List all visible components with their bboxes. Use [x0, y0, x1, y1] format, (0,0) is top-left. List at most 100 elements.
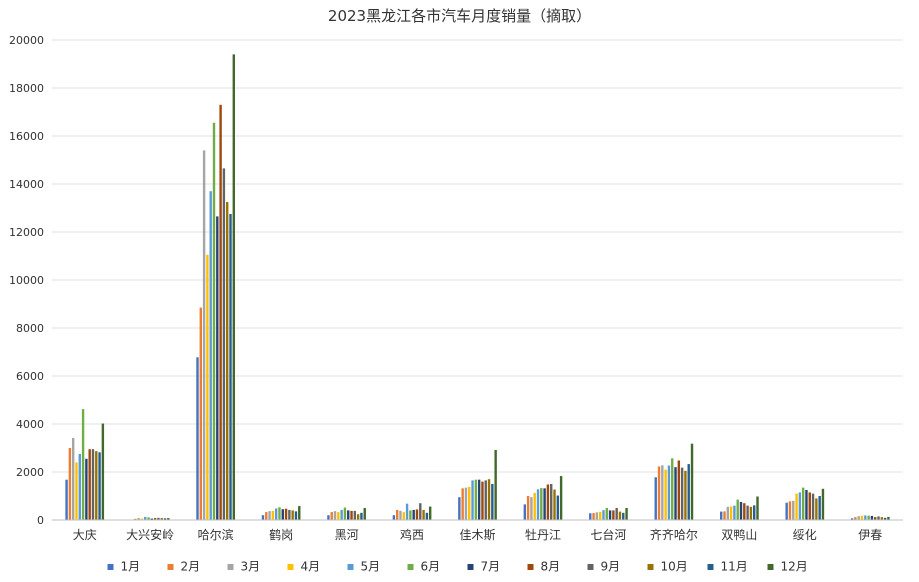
- bar[interactable]: [134, 518, 137, 520]
- bar[interactable]: [229, 214, 232, 520]
- bar[interactable]: [818, 496, 821, 520]
- bar[interactable]: [415, 509, 419, 520]
- bar[interactable]: [395, 509, 399, 520]
- bar[interactable]: [785, 502, 788, 520]
- bar[interactable]: [65, 479, 68, 520]
- bar[interactable]: [860, 515, 864, 520]
- bar[interactable]: [405, 503, 409, 520]
- bar[interactable]: [281, 509, 284, 520]
- bar[interactable]: [392, 515, 396, 520]
- bar[interactable]: [801, 487, 805, 520]
- bar[interactable]: [153, 518, 157, 520]
- legend-item[interactable]: 6月: [407, 560, 441, 574]
- bar[interactable]: [481, 481, 484, 520]
- bar[interactable]: [209, 191, 212, 520]
- bar[interactable]: [160, 518, 163, 520]
- bar[interactable]: [723, 511, 726, 520]
- bar[interactable]: [815, 498, 818, 520]
- bar[interactable]: [458, 497, 461, 520]
- bar[interactable]: [95, 451, 98, 520]
- bar[interactable]: [226, 202, 229, 520]
- bar[interactable]: [337, 512, 340, 520]
- bar[interactable]: [854, 517, 857, 520]
- bar[interactable]: [163, 518, 167, 520]
- bar[interactable]: [199, 307, 202, 520]
- bar[interactable]: [422, 509, 425, 520]
- bar[interactable]: [268, 511, 271, 520]
- bar[interactable]: [202, 150, 206, 520]
- legend-item[interactable]: 10月: [647, 560, 688, 574]
- bar[interactable]: [464, 487, 468, 520]
- bar[interactable]: [530, 497, 533, 520]
- bar[interactable]: [274, 508, 278, 520]
- bar[interactable]: [526, 496, 530, 520]
- bar[interactable]: [622, 512, 625, 520]
- bar[interactable]: [877, 516, 880, 520]
- bar[interactable]: [157, 517, 160, 520]
- bar[interactable]: [340, 509, 343, 520]
- bar[interactable]: [491, 484, 494, 520]
- bar[interactable]: [857, 516, 860, 520]
- legend-item[interactable]: 3月: [227, 560, 261, 574]
- bar[interactable]: [546, 484, 550, 520]
- bar[interactable]: [684, 470, 687, 520]
- bar[interactable]: [811, 493, 815, 520]
- bar[interactable]: [667, 465, 671, 520]
- bar[interactable]: [284, 508, 288, 520]
- bar[interactable]: [795, 493, 798, 520]
- bar[interactable]: [402, 512, 405, 520]
- bar[interactable]: [739, 502, 743, 520]
- bar[interactable]: [88, 449, 91, 520]
- bar[interactable]: [71, 437, 75, 520]
- bar[interactable]: [147, 517, 150, 520]
- bar[interactable]: [216, 216, 219, 520]
- bar[interactable]: [271, 510, 275, 520]
- bar[interactable]: [736, 499, 739, 520]
- bar[interactable]: [753, 505, 756, 520]
- bar[interactable]: [294, 511, 298, 520]
- bar[interactable]: [222, 168, 226, 520]
- bar[interactable]: [144, 516, 147, 520]
- bar[interactable]: [805, 490, 808, 520]
- bar[interactable]: [883, 517, 887, 520]
- bar[interactable]: [212, 122, 216, 521]
- bar[interactable]: [559, 476, 563, 520]
- bar[interactable]: [687, 464, 690, 520]
- bar[interactable]: [540, 488, 543, 520]
- bar[interactable]: [661, 465, 664, 520]
- bar[interactable]: [536, 489, 540, 520]
- bar[interactable]: [798, 492, 802, 520]
- bar[interactable]: [674, 467, 677, 520]
- bar[interactable]: [409, 510, 412, 520]
- bar[interactable]: [726, 506, 729, 520]
- bar[interactable]: [589, 513, 592, 520]
- bar[interactable]: [743, 503, 746, 520]
- legend-item[interactable]: 1月: [107, 560, 141, 574]
- legend-item[interactable]: 7月: [467, 560, 501, 574]
- bar[interactable]: [870, 515, 874, 520]
- bar[interactable]: [419, 503, 422, 520]
- bar[interactable]: [749, 506, 753, 520]
- bar[interactable]: [68, 448, 72, 520]
- legend-item[interactable]: 11月: [707, 560, 748, 574]
- bar[interactable]: [612, 510, 615, 520]
- bar[interactable]: [461, 488, 464, 520]
- bar[interactable]: [494, 449, 497, 520]
- bar[interactable]: [677, 460, 681, 520]
- bar[interactable]: [608, 510, 612, 520]
- bar[interactable]: [91, 449, 95, 520]
- bar[interactable]: [867, 515, 870, 520]
- bar[interactable]: [874, 517, 877, 520]
- bar[interactable]: [654, 477, 657, 520]
- bar[interactable]: [399, 510, 402, 520]
- bar[interactable]: [206, 254, 209, 521]
- bar[interactable]: [733, 505, 736, 520]
- bar[interactable]: [196, 357, 199, 520]
- bar[interactable]: [533, 492, 536, 520]
- legend-item[interactable]: 4月: [287, 560, 321, 574]
- bar[interactable]: [556, 495, 560, 520]
- bar[interactable]: [327, 515, 330, 520]
- bar[interactable]: [605, 508, 608, 520]
- bar[interactable]: [363, 508, 366, 520]
- bar[interactable]: [471, 480, 474, 520]
